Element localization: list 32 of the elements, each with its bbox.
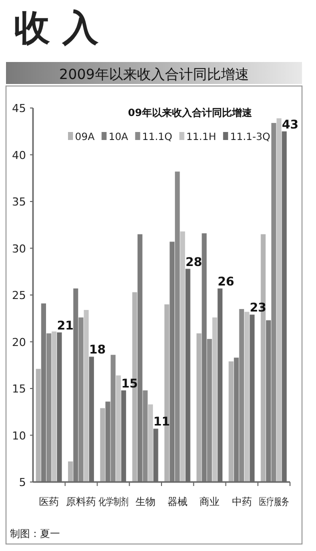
data-label: 28 xyxy=(185,254,202,269)
y-tick-label: 5 xyxy=(19,476,26,489)
legend-label: 09A xyxy=(75,132,95,143)
chart-title: 收 入 xyxy=(14,7,100,49)
y-tick-label: 30 xyxy=(12,242,26,256)
data-label: 23 xyxy=(250,300,266,315)
legend-label: 11.1-3Q xyxy=(230,132,270,143)
y-tick-label: 20 xyxy=(12,336,26,349)
legend-label: 10A xyxy=(108,132,128,143)
legend-label: 11.1Q xyxy=(142,132,172,143)
y-tick-label: 10 xyxy=(12,429,26,442)
data-label: 15 xyxy=(121,376,138,390)
y-tick-label: 25 xyxy=(12,289,26,302)
x-tick-label: 中药 xyxy=(232,496,252,508)
x-tick-label: 器械 xyxy=(168,496,188,508)
data-label: 43 xyxy=(282,117,299,132)
x-tick-label: 商业 xyxy=(200,496,220,508)
legend-label: 11.1H xyxy=(186,132,216,143)
data-label: 11 xyxy=(153,414,170,429)
x-tick-label: 医药 xyxy=(39,496,60,508)
x-tick-label: 医疗服务 xyxy=(258,496,299,508)
data-label: 18 xyxy=(89,342,106,357)
y-tick-label: 15 xyxy=(12,382,26,396)
y-tick-label: 35 xyxy=(12,196,26,208)
data-label: 21 xyxy=(56,318,74,332)
data-label: 26 xyxy=(218,274,234,288)
y-tick-label: 45 xyxy=(12,102,26,115)
x-tick-label: 原料药 xyxy=(66,496,96,508)
y-tick-label: 40 xyxy=(12,148,26,162)
annotation: 09年以来收入合计同比增速 xyxy=(128,107,253,119)
text: 制图：夏一 xyxy=(10,528,60,540)
chart-subtitle: 2009年以来收入合计同比增速 xyxy=(59,67,249,83)
